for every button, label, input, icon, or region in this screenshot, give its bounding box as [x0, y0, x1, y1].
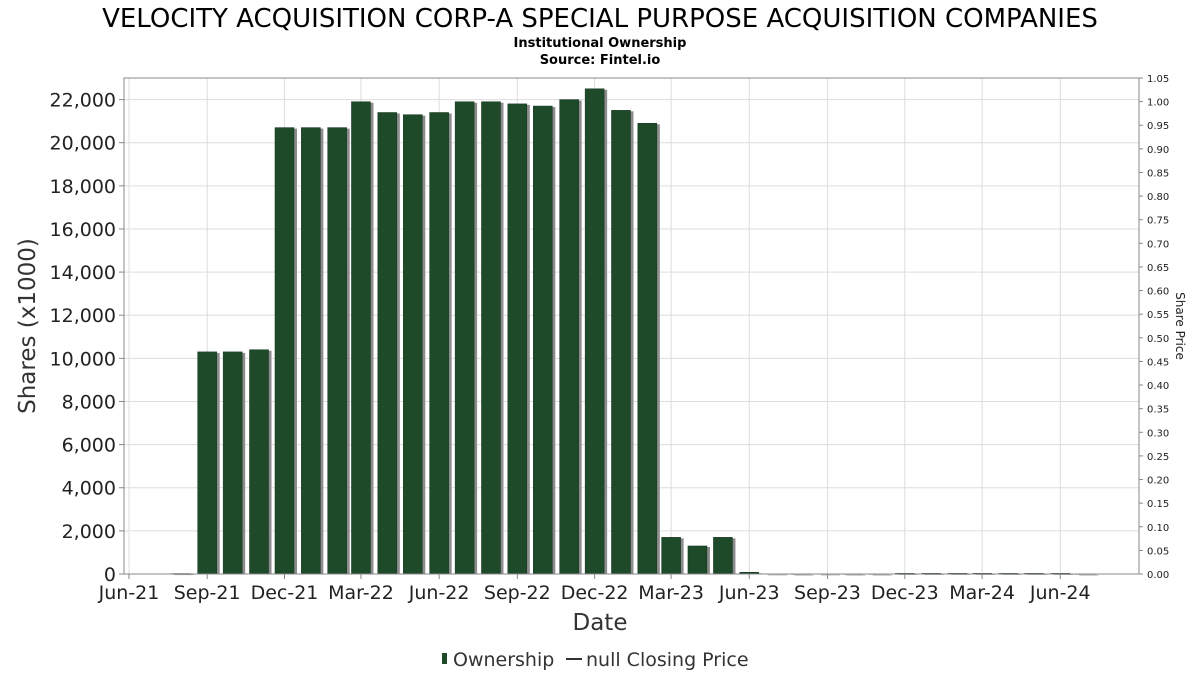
y2-tick-label: 1.00 [1147, 98, 1169, 109]
x-axis: Jun-21 Sep-21 Dec-21 Mar-22 Jun-22 Sep-22 Dec-… [98, 574, 1091, 604]
ownership-bar [197, 351, 217, 575]
y2-tick-label: 0.30 [1147, 428, 1169, 439]
ownership-bar [687, 545, 708, 575]
bar-shadow [1027, 574, 1047, 575]
x-tick-label: Mar-24 [949, 582, 1015, 604]
y2-tick-label: 0.55 [1147, 310, 1169, 321]
y-axis-left: 0 2,000 4,000 6,000 8,000 10,000 12,000 14,000 1… [50, 90, 124, 586]
bar-shadow [174, 574, 194, 576]
x-tick-label: Dec-23 [871, 582, 939, 604]
legend: Ownership null Closing Price [442, 649, 749, 671]
bar-shadow [898, 574, 918, 575]
y2-tick-label: 0.80 [1147, 192, 1169, 203]
y2-tick-label: 0.90 [1147, 145, 1169, 156]
ownership-bar [661, 537, 681, 575]
y2-axis-label: Share Price [1173, 292, 1187, 360]
ownership-bar [351, 101, 371, 575]
ownership-bar [713, 537, 733, 575]
ownership-bar [403, 114, 423, 575]
bar-shadow [794, 574, 814, 576]
y2-tick-label: 0.10 [1147, 523, 1169, 534]
y-tick-label: 4,000 [62, 478, 116, 500]
x-tick-label: Mar-22 [328, 582, 394, 604]
x-tick-label: Jun-23 [718, 582, 780, 604]
ownership-bar [301, 127, 321, 575]
y2-tick-label: 0.00 [1147, 570, 1169, 581]
y2-tick-label: 0.05 [1147, 546, 1169, 557]
legend-ownership-swatch [442, 653, 447, 664]
y-tick-label: 12,000 [50, 305, 116, 327]
y-axis-right: 0.00 0.05 0.10 0.15 0.20 0.25 0.30 0.35 0.40 0.45… [1139, 74, 1169, 581]
y2-tick-label: 0.25 [1147, 452, 1169, 463]
ownership-bar [584, 88, 605, 575]
ownership-bar [637, 123, 658, 575]
legend-price-label: null Closing Price [586, 649, 749, 671]
y-tick-label: 18,000 [50, 176, 116, 198]
bar-shadow [846, 574, 866, 576]
y-tick-label: 2,000 [62, 521, 116, 543]
ownership-bar [481, 101, 501, 575]
x-tick-label: Sep-23 [794, 582, 861, 604]
legend-ownership-label: Ownership [453, 649, 554, 671]
ownership-bar [507, 103, 528, 575]
y2-tick-label: 0.50 [1147, 334, 1169, 345]
y-tick-label: 16,000 [50, 219, 116, 241]
y2-tick-label: 0.15 [1147, 499, 1169, 510]
x-tick-label: Sep-22 [484, 582, 551, 604]
bar-shadow [1001, 574, 1021, 575]
y-tick-label: 8,000 [62, 391, 116, 413]
y2-tick-label: 0.40 [1147, 381, 1169, 392]
ownership-bar [249, 349, 269, 575]
y-tick-label: 0 [104, 564, 116, 586]
y-axis-label: Shares (x1000) [15, 238, 41, 414]
x-tick-label: Jun-22 [408, 582, 470, 604]
x-tick-label: Mar-23 [638, 582, 704, 604]
y2-tick-label: 0.85 [1147, 168, 1169, 179]
bar-shadow [872, 574, 892, 576]
ownership-bar [327, 127, 347, 575]
ownership-bar [454, 101, 475, 575]
y2-tick-label: 0.45 [1147, 357, 1169, 368]
y2-tick-label: 0.75 [1147, 216, 1169, 227]
x-tick-label: Dec-21 [251, 582, 319, 604]
x-tick-label: Jun-21 [98, 582, 160, 604]
y2-tick-label: 0.65 [1147, 263, 1169, 274]
bar-shadow [1053, 574, 1073, 575]
chart-subtitle-line-2: Source: Fintel.io [540, 53, 661, 68]
y2-tick-label: 0.70 [1147, 239, 1169, 250]
y-tick-label: 10,000 [50, 348, 116, 370]
bar-shadow [1079, 574, 1099, 576]
ownership-bar [611, 110, 631, 575]
y-tick-label: 22,000 [50, 90, 116, 112]
ownership-bars [171, 88, 1099, 576]
chart-subtitle-line-1: Institutional Ownership [514, 36, 687, 51]
x-tick-label: Jun-24 [1029, 582, 1091, 604]
x-tick-label: Dec-22 [561, 582, 629, 604]
x-axis-label: Date [573, 610, 628, 636]
ownership-bar [559, 99, 579, 575]
y2-tick-label: 0.95 [1147, 121, 1169, 132]
y-tick-label: 6,000 [62, 435, 116, 457]
y2-tick-label: 0.60 [1147, 287, 1169, 298]
y-tick-label: 20,000 [50, 133, 116, 155]
ownership-bar [222, 351, 243, 575]
ownership-bar [274, 127, 295, 575]
bar-shadow [924, 574, 944, 575]
bar-shadow [768, 574, 788, 576]
chart-title: VELOCITY ACQUISITION CORP-A SPECIAL PURP… [102, 4, 1098, 34]
bar-shadow [820, 574, 840, 576]
bar-shadow [950, 574, 970, 575]
ownership-bar [533, 105, 553, 575]
y-tick-label: 14,000 [50, 262, 116, 284]
ownership-bar [377, 112, 398, 575]
y2-tick-label: 0.20 [1147, 476, 1169, 487]
plot-frame [123, 77, 1140, 575]
y2-tick-label: 1.05 [1147, 74, 1169, 85]
y2-tick-label: 0.35 [1147, 405, 1169, 416]
ownership-bar [429, 112, 449, 575]
x-tick-label: Sep-21 [174, 582, 241, 604]
bar-shadow [975, 574, 995, 575]
